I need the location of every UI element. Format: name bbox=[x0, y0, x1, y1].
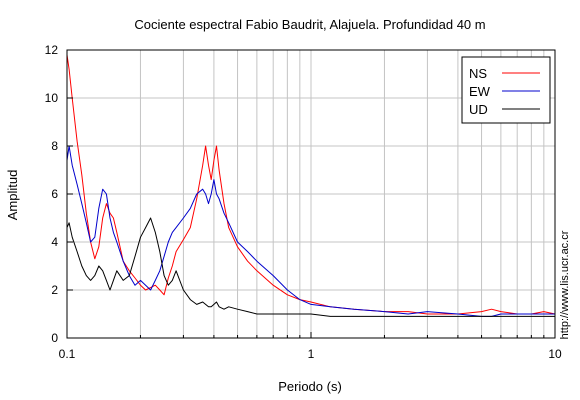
series-line-ud bbox=[66, 217, 555, 317]
y-tick-label: 8 bbox=[51, 139, 58, 153]
legend-label-ud: UD bbox=[469, 102, 488, 117]
source-url: http://www.lis.ucr.ac.cr bbox=[559, 230, 571, 339]
y-tick-label: 2 bbox=[51, 283, 58, 297]
x-tick-label: 10 bbox=[548, 347, 562, 361]
series-line-ns bbox=[66, 54, 556, 315]
series-line-ew bbox=[66, 145, 555, 317]
axis-ticks: 0 2 4 6 8 10 12 0.1 1 10 bbox=[45, 43, 562, 361]
legend-box bbox=[461, 56, 551, 124]
x-axis-label: Periodo (s) bbox=[278, 379, 342, 394]
legend-label-ns: NS bbox=[469, 66, 487, 81]
x-tick-label: 0.1 bbox=[59, 347, 76, 361]
y-axis-label: Amplitud bbox=[5, 170, 20, 221]
series-layer bbox=[66, 54, 556, 317]
legend: NS EW UD bbox=[461, 56, 551, 124]
y-tick-label: 6 bbox=[51, 187, 58, 201]
x-tick-label: 1 bbox=[308, 347, 315, 361]
y-tick-label: 12 bbox=[45, 43, 59, 57]
y-tick-label: 0 bbox=[51, 331, 58, 345]
y-tick-label: 4 bbox=[51, 235, 58, 249]
chart-title: Cociente espectral Fabio Baudrit, Alajue… bbox=[134, 17, 485, 32]
y-tick-label: 10 bbox=[45, 91, 59, 105]
legend-label-ew: EW bbox=[469, 84, 491, 99]
legend-items: NS EW UD bbox=[469, 66, 540, 117]
